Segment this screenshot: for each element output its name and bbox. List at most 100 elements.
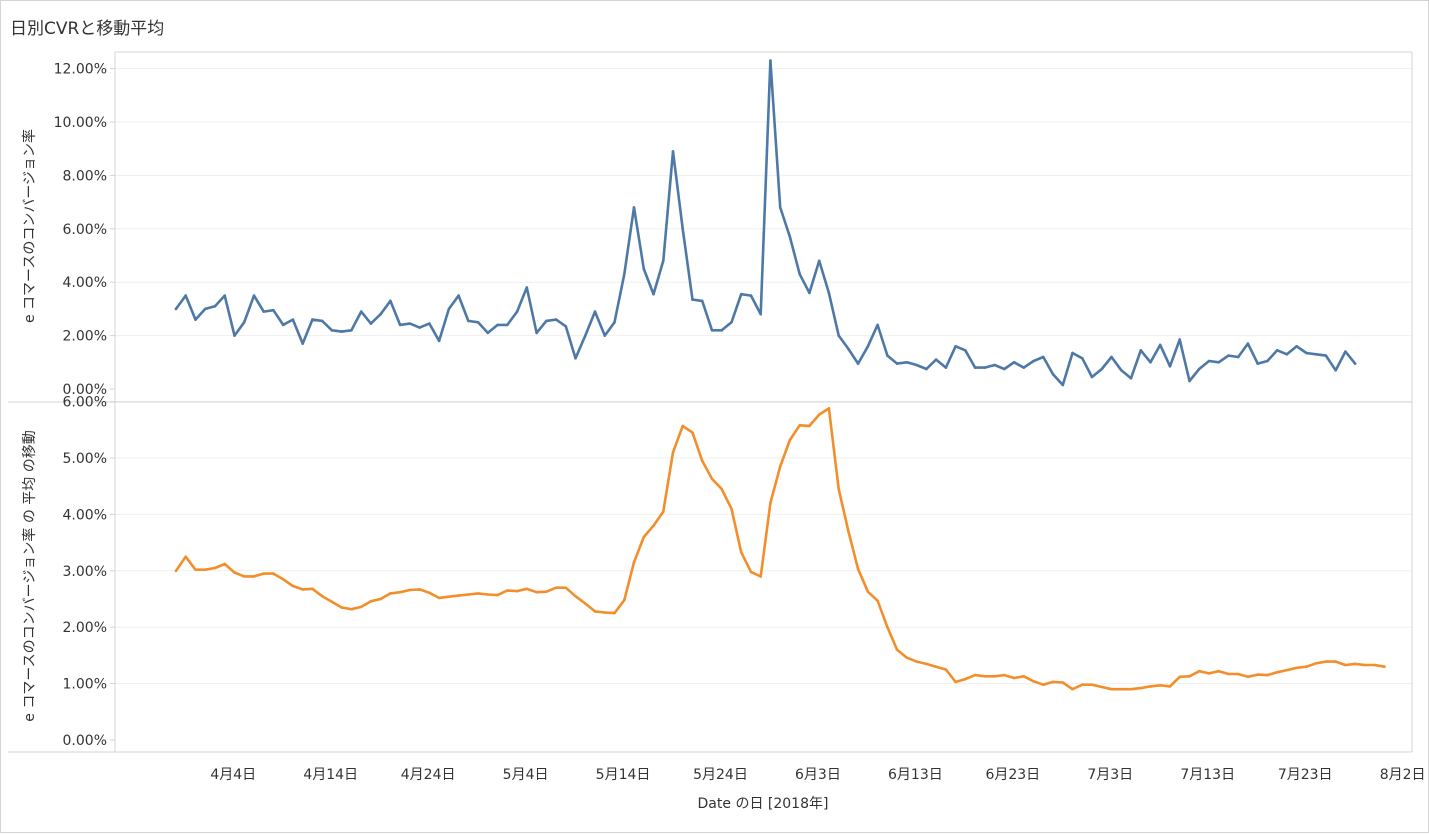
top-series-point[interactable] [593,310,597,313]
top-series-point[interactable] [691,298,694,301]
bottom-series-point[interactable] [408,588,412,592]
top-series-point[interactable] [340,330,344,333]
bottom-series-point[interactable] [788,438,792,442]
bottom-series-point[interactable] [476,592,480,595]
top-series-point[interactable] [1139,349,1143,352]
top-series-point[interactable] [700,299,704,303]
bottom-series-point[interactable] [330,600,334,604]
top-series-point[interactable] [584,334,587,337]
bottom-series-point[interactable] [642,535,646,539]
bottom-series-point[interactable] [798,424,801,427]
bottom-series-point[interactable] [1305,665,1308,668]
bottom-series-point[interactable] [1061,681,1065,684]
top-series-point[interactable] [1003,367,1006,371]
top-series-point[interactable] [350,329,353,332]
top-series-point[interactable] [934,358,938,361]
bottom-series-point[interactable] [1324,660,1328,663]
bottom-series-point[interactable] [554,586,558,589]
top-series-point[interactable] [1120,369,1123,372]
bottom-series-point[interactable] [1012,676,1016,680]
bottom-series-point[interactable] [876,599,879,602]
bottom-series-point[interactable] [1168,685,1172,688]
bottom-series-point[interactable] [262,572,266,575]
x-tick-label[interactable]: 4月4日 [210,767,256,783]
bottom-series-point[interactable] [418,588,421,591]
top-series-point[interactable] [1032,359,1035,363]
top-series-point[interactable] [1061,383,1065,387]
top-series-point[interactable] [233,334,236,337]
bottom-series-point[interactable] [1236,672,1240,676]
bottom-series-point[interactable] [252,575,256,578]
top-series-point[interactable] [954,345,957,348]
top-series-point[interactable] [574,357,577,360]
bottom-series-point[interactable] [1207,672,1211,675]
top-series-point[interactable] [408,322,412,325]
bottom-series-point[interactable] [1032,680,1035,683]
bottom-series-point[interactable] [983,675,987,678]
top-series-point[interactable] [359,310,363,313]
top-series-point[interactable] [1090,375,1094,379]
top-series-point[interactable] [827,291,831,295]
top-series-point[interactable] [856,362,860,365]
top-series-point[interactable] [418,326,421,329]
bottom-series-point[interactable] [895,648,899,652]
x-axis-ticks[interactable]: 4月4日 4月14日 4月24日 5月4日 5月14日 5月24日 6月3日 6月13日 6月2… [210,767,1425,783]
top-series-point[interactable] [1295,345,1298,348]
bottom-series-point[interactable] [603,611,607,614]
bottom-series-point[interactable] [1227,672,1230,676]
bottom-series-point[interactable] [515,589,519,593]
bottom-series-point[interactable] [944,668,948,671]
top-series-point[interactable] [184,294,187,297]
bottom-series-point[interactable] [1363,663,1367,667]
bottom-series-point[interactable] [545,590,548,593]
bottom-series-point[interactable] [1022,675,1026,678]
top-series-point[interactable] [1012,361,1016,364]
bottom-series-point[interactable] [281,578,285,581]
top-series-point[interactable] [1305,351,1308,355]
bottom-series-point[interactable] [379,597,382,601]
top-series-point[interactable] [486,331,490,335]
bottom-series-point[interactable] [311,587,314,591]
top-series-point[interactable] [876,323,879,327]
top-series-point[interactable] [808,291,811,295]
bottom-series-point[interactable] [700,459,704,463]
top-series-point[interactable] [1334,369,1337,372]
top-series-point[interactable] [1207,359,1211,363]
top-series-point[interactable] [1188,379,1191,383]
top-series-point[interactable] [1344,350,1347,353]
top-series-point[interactable] [1227,354,1230,357]
bottom-series-point[interactable] [1266,673,1269,677]
bottom-series-point[interactable] [291,584,295,588]
top-series-point[interactable] [398,323,402,327]
bottom-series-point[interactable] [973,673,977,677]
bottom-series-point[interactable] [1275,671,1279,674]
top-series-point[interactable] [905,361,909,364]
top-series-point[interactable] [262,310,266,313]
bottom-series-point[interactable] [681,424,684,428]
bottom-series-point[interactable] [1314,662,1318,665]
bottom-series-point[interactable] [1334,660,1337,663]
top-series-point[interactable] [252,294,256,297]
bottom-series-point[interactable] [1158,684,1162,687]
bottom-series-point[interactable] [486,593,490,596]
top-series-point[interactable] [749,294,753,297]
top-series-point[interactable] [467,319,470,323]
bottom-series-point[interactable] [398,590,402,594]
bottom-series-point[interactable] [710,477,714,481]
bottom-series-point[interactable] [320,594,324,598]
bottom-series-point[interactable] [1373,663,1376,667]
top-series-point[interactable] [496,323,499,327]
top-series-point[interactable] [1266,359,1269,363]
x-tick-label[interactable]: 7月23日 [1278,767,1333,783]
top-series-point[interactable] [837,334,840,337]
bottom-series-point[interactable] [632,561,636,564]
top-series-point[interactable] [710,329,714,332]
top-series-point[interactable] [301,342,305,345]
bottom-series-point[interactable] [1383,665,1386,668]
bottom-series-point[interactable] [671,451,675,454]
bottom-series-point[interactable] [340,606,344,609]
bottom-series-point[interactable] [905,656,909,659]
top-series-point[interactable] [1314,353,1318,356]
top-series-point[interactable] [174,307,178,311]
top-series-point[interactable] [330,329,334,332]
